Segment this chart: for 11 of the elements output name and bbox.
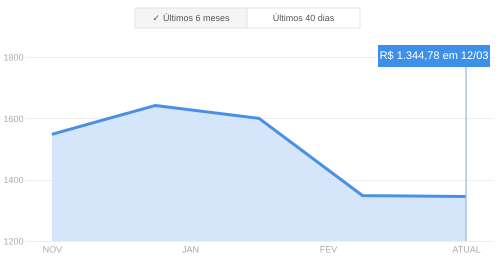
y-tick-label: 1800: [3, 52, 24, 62]
annotation: R$ 1.344,78 em 12/03: [380, 50, 488, 62]
text: ✓ Últimos 6 meses: [152, 13, 230, 23]
x-tick-label: JAN: [182, 244, 199, 254]
y-tick-label: 1200: [3, 236, 24, 246]
x-tick-label: FEV: [320, 244, 338, 254]
x-tick-label: NOV: [42, 244, 62, 254]
text: Últimos 40 dias: [272, 13, 335, 23]
y-tick-label: 1600: [3, 114, 24, 124]
x-tick-label: ATUAL: [452, 244, 481, 254]
y-tick-label: 1400: [3, 175, 24, 186]
